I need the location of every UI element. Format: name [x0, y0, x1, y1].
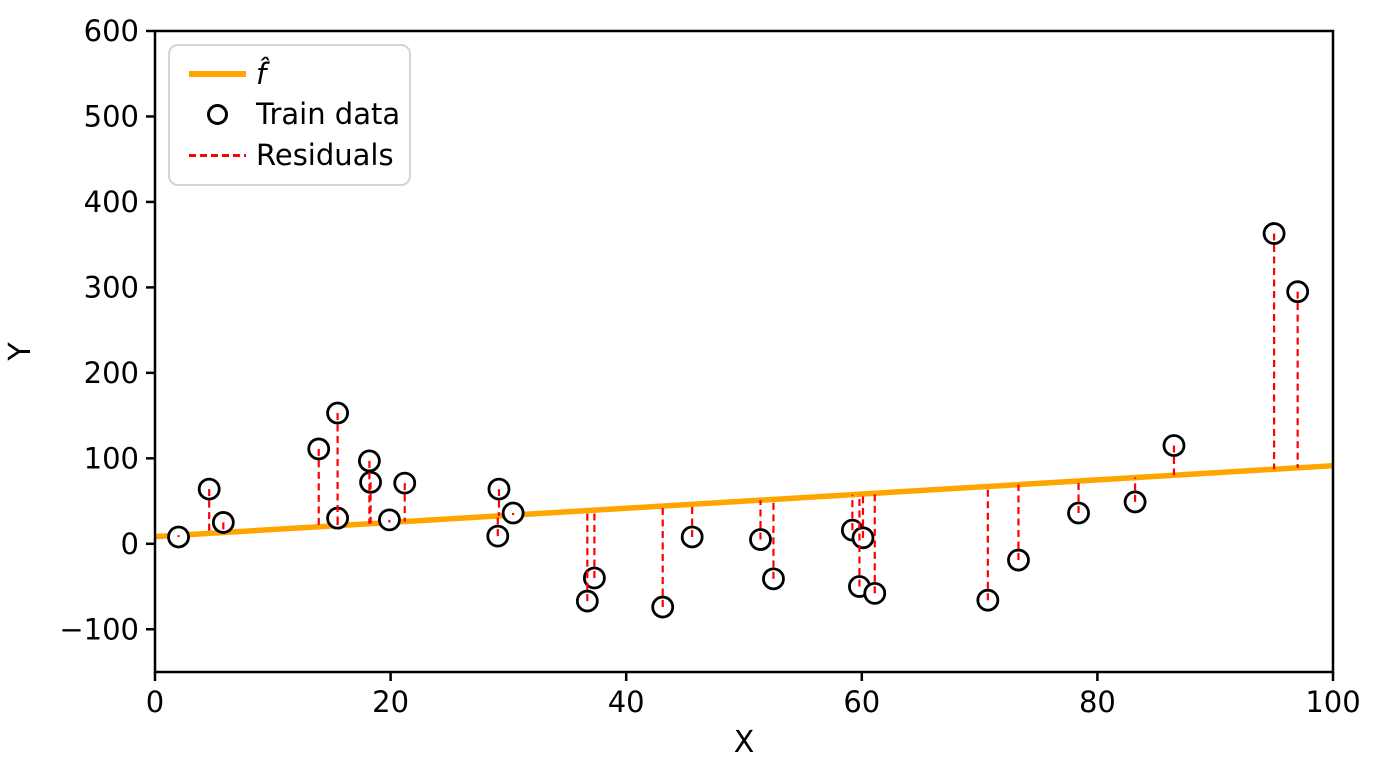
- x-tick-label: 60: [843, 685, 880, 719]
- residuals-swatch-area: [178, 154, 256, 158]
- legend-item-residuals: Residuals: [178, 137, 399, 175]
- legend-item-train-data: Train data: [178, 96, 401, 134]
- x-tick-label: 80: [1079, 685, 1116, 719]
- train-data-swatch-area: [178, 104, 256, 126]
- legend-item-fhat: f̂: [178, 55, 399, 93]
- fhat-swatch-area: [178, 71, 256, 78]
- y-tick-label: 300: [84, 270, 139, 304]
- legend-label-train-data: Train data: [256, 97, 401, 132]
- x-axis-label: X: [734, 725, 755, 760]
- train-data-marker-swatch: [206, 104, 228, 126]
- legend: f̂ Train data Residuals: [168, 44, 411, 186]
- legend-label-fhat: f̂: [256, 56, 267, 91]
- y-tick-label: 600: [84, 14, 139, 48]
- x-tick-label: 40: [608, 685, 645, 719]
- legend-label-residuals: Residuals: [256, 138, 394, 173]
- fhat-line-swatch: [188, 71, 246, 78]
- fit-line: [154, 462, 1334, 540]
- x-tick-label: 100: [1305, 685, 1360, 719]
- y-tick-label: −100: [59, 612, 139, 646]
- residuals-dash-swatch: [188, 154, 246, 158]
- x-tick-label: 0: [146, 685, 164, 719]
- y-tick-label: 200: [84, 356, 139, 390]
- y-tick-label: 0: [121, 527, 139, 561]
- x-tick-label: 20: [372, 685, 409, 719]
- axes-frame: [153, 29, 1335, 674]
- y-axis-label: Y: [3, 342, 38, 362]
- y-tick-label: 100: [84, 441, 139, 475]
- y-tick-label: 400: [84, 185, 139, 219]
- y-tick-label: 500: [84, 99, 139, 133]
